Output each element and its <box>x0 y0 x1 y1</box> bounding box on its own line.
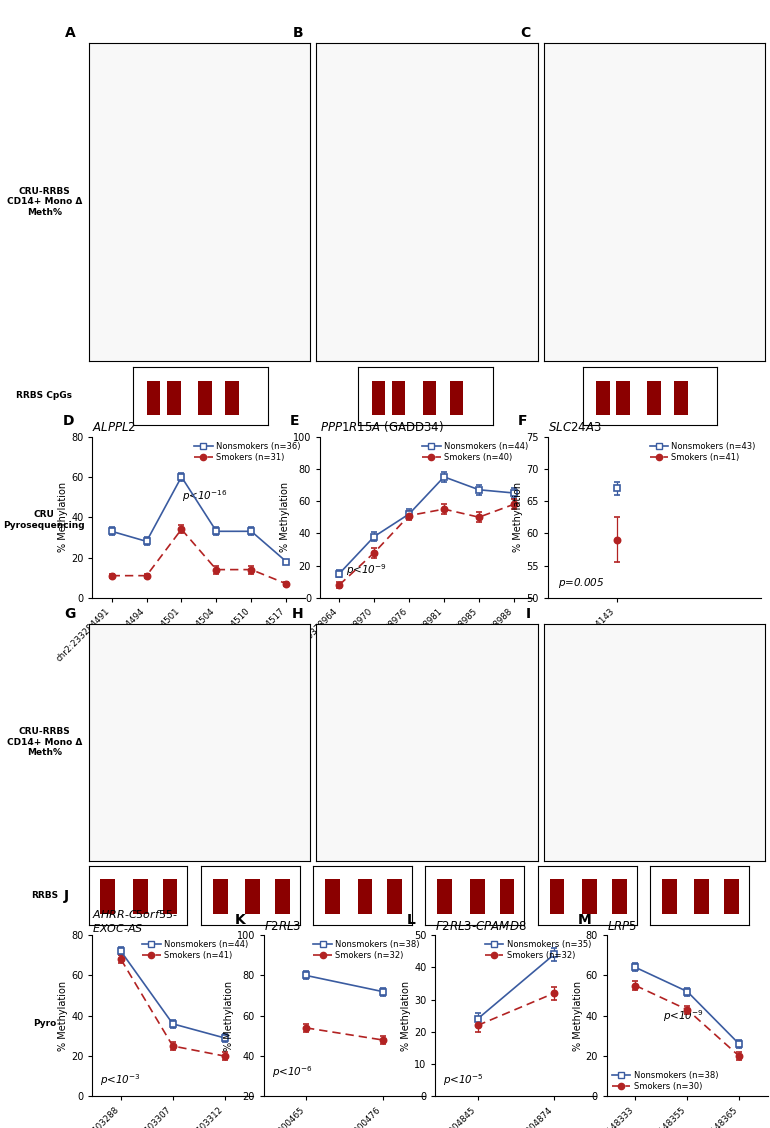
Legend: Nonsmokers (n=43), Smokers (n=41): Nonsmokers (n=43), Smokers (n=41) <box>646 438 759 465</box>
Y-axis label: % Methylation: % Methylation <box>401 980 411 1051</box>
Bar <box>695 879 709 915</box>
Bar <box>662 879 677 915</box>
Bar <box>213 879 227 915</box>
Bar <box>357 879 373 915</box>
Legend: Nonsmokers (n=38), Smokers (n=32): Nonsmokers (n=38), Smokers (n=32) <box>310 936 423 963</box>
Text: $p$=0.005: $p$=0.005 <box>558 575 604 590</box>
Bar <box>100 879 116 915</box>
Bar <box>246 879 260 915</box>
Bar <box>470 879 485 915</box>
Text: M: M <box>578 913 592 927</box>
Text: $\it{F2RL3}$-$\it{CPAMD8}$: $\it{F2RL3}$-$\it{CPAMD8}$ <box>436 919 527 933</box>
Text: $\it{F2RL3}$: $\it{F2RL3}$ <box>264 919 301 933</box>
Legend: Nonsmokers (n=38), Smokers (n=30): Nonsmokers (n=38), Smokers (n=30) <box>608 1068 721 1095</box>
Bar <box>450 380 464 415</box>
Bar <box>198 380 212 415</box>
Y-axis label: % Methylation: % Methylation <box>59 482 69 553</box>
Text: I: I <box>525 607 531 622</box>
Bar <box>616 380 630 415</box>
Text: CRU-RRBS
CD14+ Mono Δ
Meth%: CRU-RRBS CD14+ Mono Δ Meth% <box>7 187 82 217</box>
Text: CRU-RRBS
CD14+ Mono Δ
Meth%: CRU-RRBS CD14+ Mono Δ Meth% <box>7 728 82 757</box>
Bar <box>275 879 290 915</box>
Y-axis label: % Methylation: % Methylation <box>224 980 234 1051</box>
Text: $\it{LRP5}$: $\it{LRP5}$ <box>607 919 637 933</box>
Legend: Nonsmokers (n=44), Smokers (n=40): Nonsmokers (n=44), Smokers (n=40) <box>419 438 531 465</box>
Text: $\it{AHRR}$-$\it{C5orf55}$-
$\it{EXOC}$-$\it{AS}$: $\it{AHRR}$-$\it{C5orf55}$- $\it{EXOC}$-… <box>92 908 178 934</box>
Text: $p$<10$^{-3}$: $p$<10$^{-3}$ <box>100 1073 141 1089</box>
Text: RRBS: RRBS <box>31 891 58 900</box>
Text: K: K <box>235 913 246 927</box>
Legend: Nonsmokers (n=35), Smokers (n=32): Nonsmokers (n=35), Smokers (n=32) <box>482 936 594 963</box>
Text: L: L <box>407 913 415 927</box>
Text: F: F <box>518 414 527 429</box>
Bar <box>612 879 627 915</box>
Legend: Nonsmokers (n=44), Smokers (n=41): Nonsmokers (n=44), Smokers (n=41) <box>139 936 252 963</box>
Text: G: G <box>64 607 75 622</box>
Bar <box>648 380 661 415</box>
Text: $p$<10$^{-5}$: $p$<10$^{-5}$ <box>444 1073 484 1089</box>
Bar <box>582 879 597 915</box>
Text: CRU
Pyrosequencing: CRU Pyrosequencing <box>3 510 85 530</box>
Bar <box>387 879 402 915</box>
Text: $\it{PPP1R15A}$ (GADD34): $\it{PPP1R15A}$ (GADD34) <box>320 418 444 434</box>
Text: H: H <box>291 607 303 622</box>
Text: $p$<10$^{-9}$: $p$<10$^{-9}$ <box>346 563 387 579</box>
Bar <box>550 879 564 915</box>
Y-axis label: % Methylation: % Methylation <box>59 980 69 1051</box>
Text: $p$<10$^{-9}$: $p$<10$^{-9}$ <box>663 1008 704 1024</box>
Text: Pyro: Pyro <box>32 1020 56 1028</box>
Bar <box>162 879 177 915</box>
Bar <box>437 879 452 915</box>
Y-axis label: % Methylation: % Methylation <box>514 482 524 553</box>
Bar <box>325 879 340 915</box>
Text: E: E <box>290 414 300 429</box>
Text: RRBS CpGs: RRBS CpGs <box>16 391 72 400</box>
Legend: Nonsmokers (n=36), Smokers (n=31): Nonsmokers (n=36), Smokers (n=31) <box>191 438 304 465</box>
Text: $p$<10$^{-16}$: $p$<10$^{-16}$ <box>182 488 227 504</box>
Bar <box>500 879 514 915</box>
Text: C: C <box>521 26 531 39</box>
Bar <box>596 380 610 415</box>
Bar <box>423 380 436 415</box>
Text: B: B <box>293 26 303 39</box>
Bar <box>724 879 739 915</box>
Bar <box>675 380 688 415</box>
Bar <box>167 380 181 415</box>
Bar <box>147 380 160 415</box>
Text: $\it{SLC24A3}$: $\it{SLC24A3}$ <box>547 421 601 434</box>
Text: A: A <box>65 26 75 39</box>
Bar <box>133 879 148 915</box>
Text: $\it{ALPPL2}$: $\it{ALPPL2}$ <box>92 421 137 434</box>
Bar <box>392 380 405 415</box>
Text: D: D <box>62 414 74 429</box>
Y-axis label: % Methylation: % Methylation <box>573 980 583 1051</box>
Text: J: J <box>63 889 69 902</box>
Text: $p$<10$^{-6}$: $p$<10$^{-6}$ <box>272 1065 313 1081</box>
Y-axis label: % Methylation: % Methylation <box>280 482 290 553</box>
Bar <box>372 380 385 415</box>
Bar <box>225 380 239 415</box>
